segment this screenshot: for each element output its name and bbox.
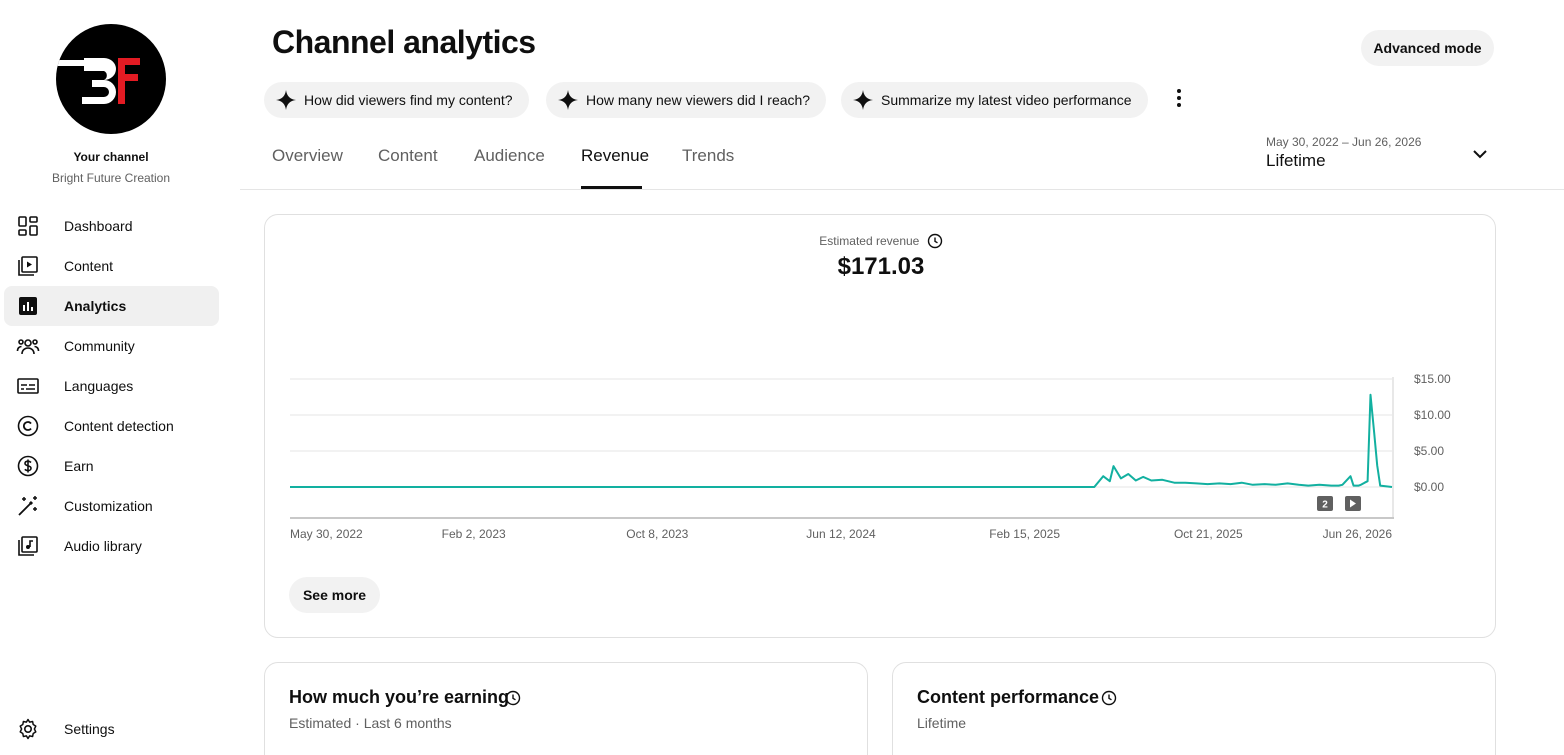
copyright-icon <box>17 415 39 437</box>
y-tick-label: $5.00 <box>1414 444 1444 458</box>
video-marker[interactable] <box>1345 496 1361 511</box>
sidebar-item-content[interactable]: Content <box>4 246 219 286</box>
channel-avatar[interactable] <box>56 24 166 134</box>
y-tick-label: $10.00 <box>1414 408 1451 422</box>
header-divider <box>240 189 1564 190</box>
revenue-chart[interactable]: $15.00 $10.00 $5.00 $0.00 May 30, 2022 Feb 2… <box>265 215 1497 545</box>
sparkle-icon <box>276 90 296 110</box>
chart-y-ticks: $15.00 $10.00 $5.00 $0.00 <box>1414 372 1451 494</box>
advanced-mode-button[interactable]: Advanced mode <box>1361 30 1494 66</box>
x-tick-label: Jun 26, 2026 <box>1323 527 1393 541</box>
video-count-badge[interactable]: 2 <box>1317 496 1333 511</box>
active-tab-indicator <box>581 186 642 189</box>
bf-logo-icon <box>56 58 140 104</box>
suggestion-chip-new-viewers[interactable]: How many new viewers did I reach? <box>546 82 827 118</box>
analytics-icon <box>19 297 37 315</box>
sidebar-item-customization[interactable]: Customization <box>4 486 219 526</box>
clock-icon[interactable] <box>505 690 521 706</box>
clock-icon[interactable] <box>927 233 943 249</box>
sidebar-item-label: Customization <box>64 498 153 514</box>
community-icon <box>16 339 40 355</box>
date-range-value: Lifetime <box>1266 151 1326 170</box>
gear-icon <box>19 718 37 740</box>
play-icon <box>1350 499 1356 508</box>
date-range-text: May 30, 2022 – Jun 26, 2026 <box>1266 135 1422 149</box>
x-tick-label: Jun 12, 2024 <box>806 527 876 541</box>
video-count-label: 2 <box>1322 500 1328 511</box>
y-tick-label: $15.00 <box>1414 372 1451 386</box>
chip-label: Summarize my latest video performance <box>881 92 1132 108</box>
metric-label: Estimated revenue <box>265 233 1497 249</box>
magic-wand-icon <box>18 496 37 516</box>
x-tick-label: Oct 8, 2023 <box>626 527 688 541</box>
sparkle-icon <box>853 90 873 110</box>
sidebar-item-dashboard[interactable]: Dashboard <box>4 206 219 246</box>
sidebar-item-label: Analytics <box>64 298 127 314</box>
chip-label: How many new viewers did I reach? <box>586 92 811 108</box>
sidebar-item-earn[interactable]: Earn <box>4 446 219 486</box>
suggestion-chip-find-content[interactable]: How did viewers find my content? <box>264 82 529 118</box>
sidebar-item-label: Content detection <box>64 418 174 434</box>
revenue-series-line <box>290 393 1393 488</box>
tab-content[interactable]: Content <box>378 146 438 165</box>
clock-icon[interactable] <box>1101 690 1117 706</box>
page-title: Channel analytics <box>272 24 536 60</box>
sidebar-item-label: Audio library <box>64 538 142 554</box>
see-more-button[interactable]: See more <box>289 577 380 613</box>
sidebar-item-label: Dashboard <box>64 218 133 234</box>
sparkle-icon <box>558 90 578 110</box>
audio-library-icon <box>18 536 38 556</box>
earning-card-title: How much you’re earning <box>289 687 510 707</box>
tab-revenue[interactable]: Revenue <box>581 146 650 165</box>
sidebar-item-label: Settings <box>64 721 115 737</box>
dollar-icon <box>17 455 39 477</box>
sidebar-item-label: Earn <box>64 458 94 474</box>
video-markers: 2 <box>1317 496 1361 511</box>
sidebar-item-languages[interactable]: Languages <box>4 366 219 406</box>
metric-label-text: Estimated revenue <box>819 234 920 248</box>
sidebar-item-label: Content <box>64 258 114 274</box>
sidebar-item-label: Community <box>64 338 135 354</box>
chip-label: How did viewers find my content? <box>304 92 513 108</box>
x-tick-label: Feb 15, 2025 <box>989 527 1060 541</box>
more-vert-icon[interactable] <box>1167 86 1191 110</box>
dashboard-icon <box>18 216 38 236</box>
sidebar-item-analytics[interactable]: Analytics <box>4 286 219 326</box>
sidebar-item-audio-library[interactable]: Audio library <box>4 526 219 566</box>
subtitles-icon <box>17 378 39 394</box>
sidebar-item-label: Languages <box>64 378 134 394</box>
tab-trends[interactable]: Trends <box>682 146 735 165</box>
sidebar: Your channel Bright Future Creation Dash… <box>0 0 240 755</box>
channel-name: Bright Future Creation <box>51 171 171 185</box>
performance-card-title: Content performance <box>917 687 1100 707</box>
performance-card-subtitle: Lifetime <box>917 715 967 731</box>
x-tick-label: Oct 21, 2025 <box>1174 527 1243 541</box>
performance-card: Content performance Lifetime <box>892 662 1496 755</box>
y-tick-label: $0.00 <box>1414 480 1444 494</box>
sidebar-item-content-detection[interactable]: Content detection <box>4 406 219 446</box>
metric-value: $171.03 <box>837 253 925 280</box>
suggestion-chip-summarize[interactable]: Summarize my latest video performance <box>841 82 1148 118</box>
earning-card-subtitle: Estimated · Last 6 months <box>289 715 452 731</box>
chart-x-ticks: May 30, 2022 Feb 2, 2023 Oct 8, 2023 Jun 12… <box>290 527 1392 541</box>
chart-grid <box>290 377 1394 519</box>
sidebar-item-settings[interactable]: Settings <box>4 709 219 749</box>
settings-section: Settings <box>4 709 219 749</box>
content-icon <box>18 256 38 276</box>
sidebar-nav: Dashboard Content Analytics <box>4 206 219 566</box>
chevron-down-icon <box>1473 150 1487 159</box>
tab-overview[interactable]: Overview <box>272 146 343 165</box>
x-tick-label: May 30, 2022 <box>290 527 363 541</box>
x-tick-label: Feb 2, 2023 <box>442 527 506 541</box>
tab-audience[interactable]: Audience <box>474 146 545 165</box>
earning-card: How much you’re earning Estimated · Last… <box>264 662 868 755</box>
channel-title: Your channel <box>73 150 149 164</box>
sidebar-item-community[interactable]: Community <box>4 326 219 366</box>
revenue-card: Estimated revenue $171.03 $15.00 $10.00 $5… <box>264 214 1496 638</box>
